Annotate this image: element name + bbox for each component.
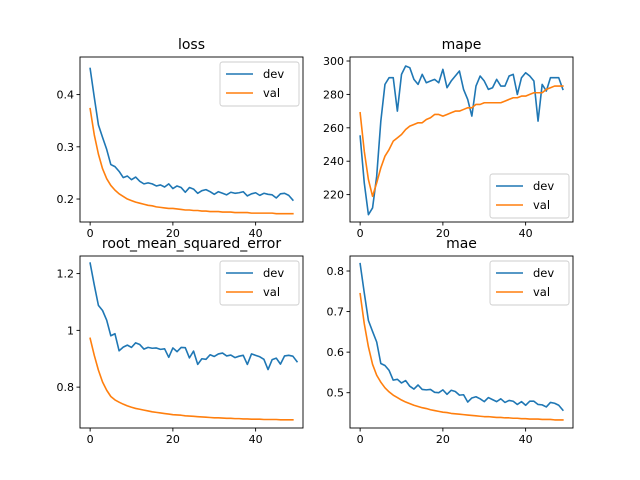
plot-frame (79, 56, 304, 223)
legend-label-dev: dev (533, 266, 554, 280)
subplot-title: root_mean_squared_error (102, 236, 281, 252)
y-tick-label: 300 (323, 55, 344, 68)
x-tick-label: 20 (436, 227, 450, 240)
x-tick-label: 0 (357, 227, 364, 240)
x-tick-label: 20 (166, 433, 180, 446)
legend-label-val: val (263, 86, 280, 100)
x-tick-label: 0 (357, 433, 364, 446)
plot-frame (349, 255, 574, 429)
legend-box (219, 260, 300, 306)
legend: dev val (219, 260, 300, 306)
plot-frame (349, 56, 574, 223)
y-tick-label: 0.5 (327, 387, 345, 400)
y-tick-label: 280 (323, 88, 344, 101)
series-line-dev (89, 67, 294, 202)
y-tick-label: 0.2 (57, 193, 75, 206)
x-tick-label: 40 (249, 433, 263, 446)
x-tick-label: 20 (436, 433, 450, 446)
subplot-title: mae (446, 236, 477, 252)
series-line-val (89, 107, 294, 215)
series-line-dev (359, 262, 564, 412)
subplot-loss: 0 20 40 0.2 0.3 0.4 loss dev val (57, 37, 304, 240)
legend-box (489, 260, 570, 306)
y-tick-label: 0.4 (57, 89, 75, 102)
subplot-mape: 0 20 40 220 240 260 280 300 mape dev val (323, 37, 574, 240)
legend-label-val: val (533, 198, 550, 212)
y-tick-label: 1 (67, 324, 74, 337)
legend-box (489, 173, 570, 219)
y-tick-label: 0.7 (327, 306, 345, 319)
y-tick-label: 240 (323, 155, 344, 168)
x-tick-label: 20 (166, 227, 180, 240)
legend: dev val (489, 260, 570, 306)
x-tick-label: 0 (87, 433, 94, 446)
subplot-mae: 0 20 40 0.5 0.6 0.7 0.8 mae dev val (327, 236, 574, 446)
legend: dev val (219, 61, 300, 107)
plot-frame (79, 255, 304, 429)
y-tick-label: 0.8 (57, 381, 75, 394)
y-tick-label: 1.2 (57, 268, 75, 281)
x-tick-label: 40 (249, 227, 263, 240)
legend-label-dev: dev (263, 67, 284, 81)
y-tick-label: 260 (323, 122, 344, 135)
subplot-title: mape (442, 37, 482, 53)
legend-label-dev: dev (263, 266, 284, 280)
series-line-val (359, 85, 564, 198)
series-line-dev (359, 65, 564, 216)
legend-box (219, 61, 300, 107)
x-tick-label: 40 (519, 433, 533, 446)
series-line-dev (89, 262, 299, 371)
legend-label-dev: dev (533, 179, 554, 193)
y-tick-label: 220 (323, 189, 344, 202)
legend-label-val: val (263, 285, 280, 299)
legend: dev val (489, 173, 570, 219)
x-tick-label: 0 (87, 227, 94, 240)
series-line-val (359, 292, 564, 421)
y-tick-label: 0.6 (327, 346, 345, 359)
legend-label-val: val (533, 285, 550, 299)
y-tick-label: 0.8 (327, 265, 345, 278)
y-tick-label: 0.3 (57, 141, 75, 154)
subplot-title: loss (178, 37, 205, 53)
series-line-val (89, 337, 294, 421)
x-tick-label: 40 (519, 227, 533, 240)
